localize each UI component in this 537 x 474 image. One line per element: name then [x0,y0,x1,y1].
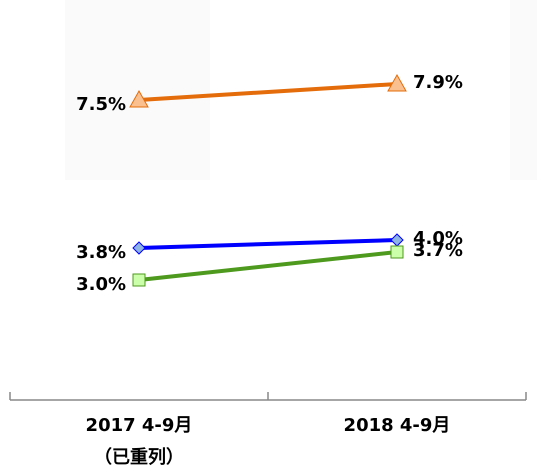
marker [132,241,146,255]
marker [129,89,149,108]
x-tick-label: 2018 4-9月 [343,415,451,436]
series-line [138,250,398,282]
background-band [510,0,537,180]
data-label: 7.9% [413,72,463,93]
data-label: 7.5% [76,94,126,115]
series-line [138,238,398,250]
data-label: 3.8% [76,242,126,263]
background-band [65,0,210,180]
data-label: 3.7% [413,240,463,261]
series-line [138,82,398,102]
marker [387,73,407,92]
marker [390,245,404,259]
marker [390,233,404,247]
data-label: 4.0% [413,228,463,249]
marker [132,273,146,287]
x-tick-label: 2017 4-9月 （已重列） [85,415,193,468]
data-label: 3.0% [76,274,126,295]
